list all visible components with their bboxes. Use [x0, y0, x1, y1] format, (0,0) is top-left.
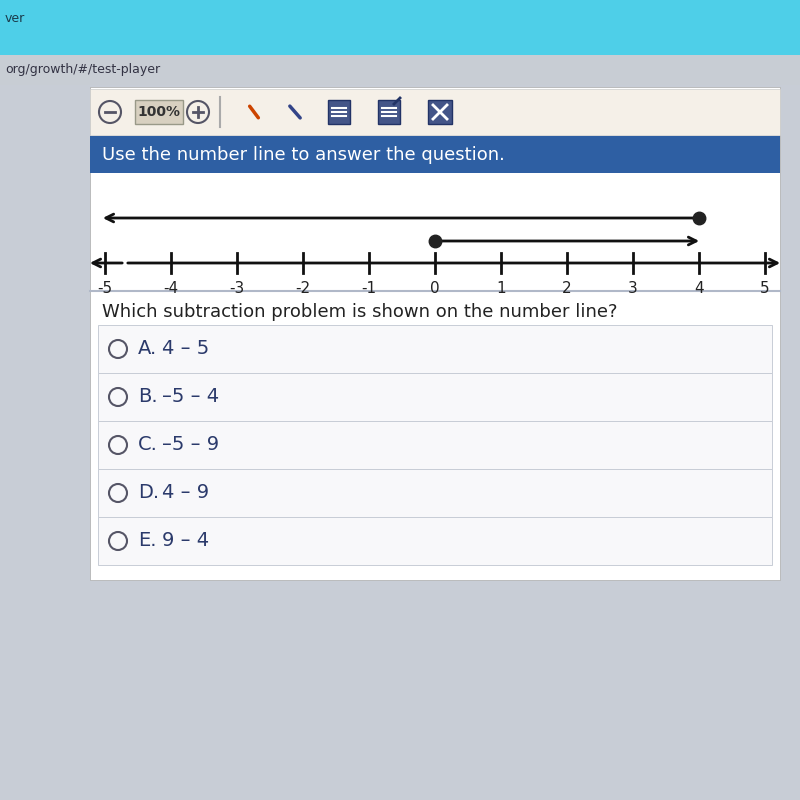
Text: E.: E.	[138, 531, 157, 550]
Text: 4: 4	[694, 281, 704, 296]
Text: 1: 1	[496, 281, 506, 296]
Text: –5 – 9: –5 – 9	[162, 435, 219, 454]
Text: -4: -4	[163, 281, 178, 296]
Bar	[98, 373, 772, 421]
Bar	[98, 325, 772, 373]
Text: B.: B.	[138, 387, 158, 406]
Text: A.: A.	[138, 339, 158, 358]
Text: -3: -3	[230, 281, 245, 296]
Bar	[0, 55, 800, 85]
Bar	[428, 100, 452, 124]
Bar	[90, 89, 780, 135]
Text: Which subtraction problem is shown on the number line?: Which subtraction problem is shown on th…	[102, 303, 618, 321]
Text: -1: -1	[362, 281, 377, 296]
Bar	[378, 100, 400, 124]
Text: -5: -5	[98, 281, 113, 296]
Bar	[90, 136, 780, 173]
Bar	[98, 421, 772, 469]
Text: 3: 3	[628, 281, 638, 296]
Bar	[90, 87, 780, 580]
Bar	[328, 100, 350, 124]
Text: ver: ver	[5, 11, 26, 25]
Text: org/growth/#/test-player: org/growth/#/test-player	[5, 63, 160, 77]
Text: 0: 0	[430, 281, 440, 296]
Text: -2: -2	[295, 281, 310, 296]
Text: D.: D.	[138, 483, 159, 502]
Text: 9 – 4: 9 – 4	[162, 531, 209, 550]
Bar	[98, 517, 772, 565]
Text: 100%: 100%	[138, 105, 181, 119]
Text: 4 – 5: 4 – 5	[162, 339, 210, 358]
Text: 2: 2	[562, 281, 572, 296]
Text: 5: 5	[760, 281, 770, 296]
Text: –5 – 4: –5 – 4	[162, 387, 219, 406]
Bar	[0, 0, 800, 55]
Bar	[98, 469, 772, 517]
Text: 4 – 9: 4 – 9	[162, 483, 209, 502]
Text: C.: C.	[138, 435, 158, 454]
Text: Use the number line to answer the question.: Use the number line to answer the questi…	[102, 146, 505, 163]
Bar	[135, 100, 183, 124]
